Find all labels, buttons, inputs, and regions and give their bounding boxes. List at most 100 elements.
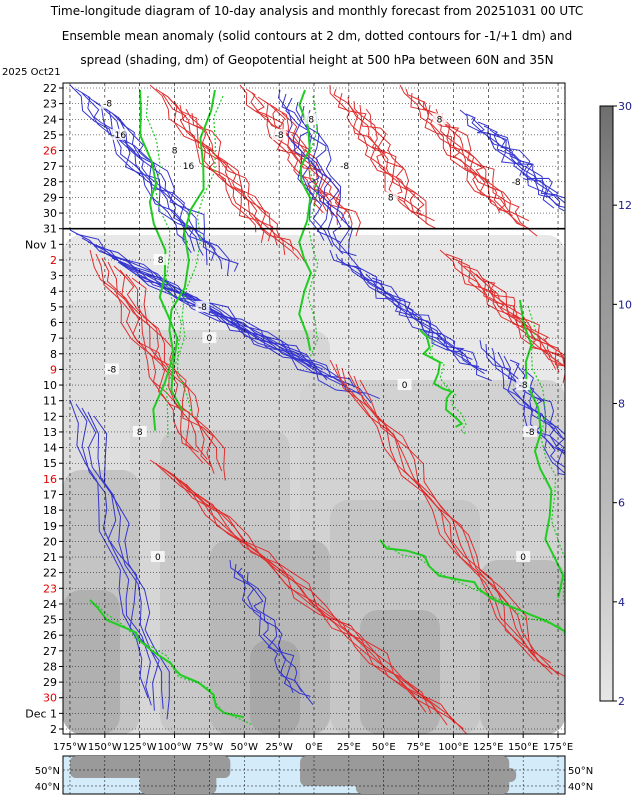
anomaly-contour-38: [365, 108, 438, 230]
y-tick-label-17: 8: [50, 348, 57, 361]
y-tick-label-27: 18: [43, 504, 57, 517]
contour-label-2: 8: [172, 147, 178, 157]
x-tick-label-6: 25°W: [265, 742, 293, 753]
contour-label-18: 0: [155, 553, 161, 563]
spread-colorbar: 30 12 10 8 6 4 2: [599, 100, 632, 708]
y-tick-label-26: 17: [43, 488, 57, 501]
y-tick-label-20: 11: [43, 395, 57, 408]
contour-label-10: 8: [158, 256, 164, 266]
y-tick-label-3: 25: [43, 129, 57, 142]
y-tick-label-21: 12: [43, 410, 57, 423]
contour-labels: -8 -16 8 16 -8 8 -8 8 8 -8 8 -8 0 -8 8 0 -8 -8 0 0: [100, 97, 538, 563]
zero-contour-124: [419, 329, 464, 428]
contour-label-bg-17: [523, 425, 538, 437]
y-tick-label-9: 31: [43, 223, 57, 236]
contour-label-0: -8: [103, 100, 112, 110]
x-tick-label-11: 100°E: [438, 742, 468, 753]
zero-contour-122: [152, 89, 216, 431]
chart-title-line-3: spread (shading, dm) of Geopotential hei…: [80, 53, 554, 67]
anomaly-contour-30: [306, 109, 357, 257]
contour-label-7: 8: [388, 193, 394, 203]
anomaly-contour-47: [459, 109, 551, 198]
colorbar-tick-label-4: 6: [618, 497, 625, 510]
anomaly-contour-10: [155, 88, 265, 244]
y-tick-label-14: 5: [50, 301, 57, 314]
anomaly-contour-102: [87, 411, 164, 710]
contour-label-bg-12: [202, 332, 217, 344]
anomaly-contour-95: [503, 355, 565, 456]
anomaly-contour-20: [257, 96, 335, 216]
anomaly-contour-113: [341, 367, 552, 664]
anomaly-contour-92: [485, 343, 565, 468]
contour-label-bg-4: [272, 128, 287, 140]
chart-title-line-2: Ensemble mean anomaly (solid contours at…: [61, 29, 573, 43]
map-land-4: [488, 768, 517, 782]
contour-label-bg-10: [153, 253, 168, 265]
anomaly-contour-87: [469, 269, 565, 367]
contour-label-8: 8: [437, 115, 443, 125]
anomaly-contour-100: [75, 403, 152, 706]
x-tick-label-13: 150°E: [508, 742, 538, 753]
map-strip: 50°N 50°N 40°N 40°N: [35, 755, 593, 795]
anomaly-contour-81: [371, 277, 492, 382]
colorbar-tick-label-2: 10: [618, 298, 632, 311]
anomaly-contour-9: [149, 84, 257, 233]
anomaly-contour-73: [131, 277, 226, 481]
anomaly-contour-119: [236, 567, 311, 697]
contour-label-1: -16: [111, 131, 126, 141]
anomaly-contour-120: [246, 571, 314, 706]
anomaly-contour-53: [495, 133, 565, 204]
y-tick-label-31: 22: [43, 567, 57, 580]
y-tick-label-19: 10: [43, 379, 57, 392]
x-tick-label-8: 25°E: [337, 742, 361, 753]
anomaly-contour-65: [135, 273, 380, 400]
anomaly-contour-40: [405, 88, 501, 214]
y-tick-label-23: 14: [43, 442, 57, 455]
x-tick-label-10: 75°E: [407, 742, 431, 753]
contour-label-12: 0: [207, 334, 213, 344]
y-tick-label-29: 20: [43, 535, 57, 548]
y-tick-label-33: 24: [43, 598, 57, 611]
anomaly-contour-24: [281, 112, 361, 237]
x-tick-label-14: 175°E: [543, 742, 573, 753]
anomaly-contour-45: [435, 108, 531, 230]
map-land-1: [139, 756, 217, 794]
zero-contour-121: [139, 89, 184, 412]
anomaly-contour-2: [81, 92, 195, 252]
dotted-contour-129: [165, 95, 224, 438]
anomaly-contour-28: [295, 101, 344, 255]
anomaly-contour-8: [117, 116, 239, 272]
anomaly-contour-35: [347, 96, 423, 216]
anomaly-contour-70: [113, 265, 212, 467]
anomaly-contour-46: [441, 112, 538, 237]
anomaly-contour-1: [75, 88, 192, 254]
x-tick-label-2: 125°W: [123, 742, 157, 753]
contour-label-bg-7: [383, 191, 398, 203]
anomaly-contour-66: [89, 249, 194, 450]
anomaly-contour-14: [179, 104, 294, 251]
contour-label-bg-19: [516, 551, 531, 563]
contour-label-bg-2: [167, 144, 182, 156]
contour-label-13: -8: [107, 365, 116, 375]
anomaly-contour-83: [445, 253, 560, 373]
x-tick-label-3: 100°W: [158, 742, 192, 753]
map-lat-label-right-1: 40°N: [568, 782, 593, 793]
contour-label-9: -8: [512, 178, 521, 188]
y-tick-label-16: 7: [50, 332, 57, 345]
anomaly-contour-3: [87, 96, 204, 256]
y-tick-label-5: 27: [43, 160, 57, 173]
contour-label-bg-18: [150, 551, 165, 563]
y-tick-label-32: 23: [43, 582, 57, 595]
zero-contour-123: [298, 89, 313, 351]
anomaly-contour-69: [107, 261, 208, 460]
anomaly-contour-50: [477, 121, 565, 212]
x-tick-label-0: 175°W: [53, 742, 87, 753]
contour-label-19: 0: [520, 553, 526, 563]
colorbar-tick-label-6: 2: [618, 695, 625, 708]
x-tick-label-12: 125°E: [473, 742, 503, 753]
contour-label-bg-16: [516, 379, 531, 391]
contour-label-bg-6: [337, 160, 352, 172]
map-lat-label-left-1: 40°N: [35, 782, 60, 793]
anomaly-contour-6: [105, 108, 223, 270]
anomaly-contour-76: [341, 258, 472, 364]
